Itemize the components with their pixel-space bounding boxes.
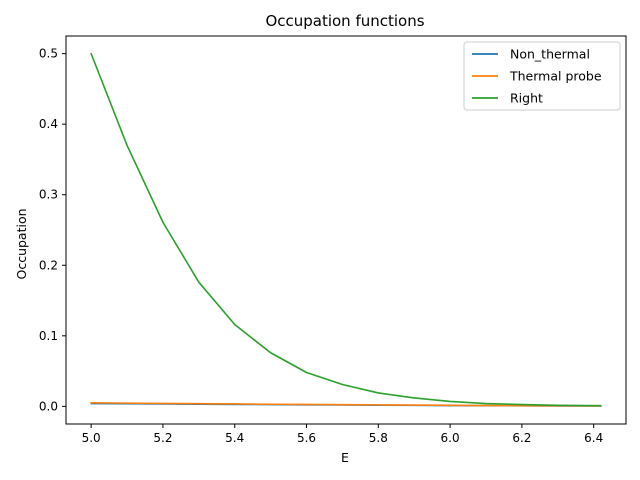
x-tick-label: 6.2 <box>512 431 531 445</box>
x-tick-label: 6.4 <box>584 431 603 445</box>
x-tick-label: 5.8 <box>369 431 388 445</box>
y-tick-label: 0.5 <box>39 47 58 61</box>
series-line-1 <box>90 402 602 407</box>
legend-label-1: Thermal probe <box>509 69 602 84</box>
plot-frame <box>65 35 627 425</box>
y-tick-label: 0.3 <box>39 188 58 202</box>
x-tick-label: 6.0 <box>441 431 460 445</box>
x-tick-label: 5.6 <box>297 431 316 445</box>
x-tick-label: 5.2 <box>153 431 172 445</box>
y-tick-label: 0.1 <box>39 329 58 343</box>
y-tick-label: 0.2 <box>39 258 58 272</box>
x-tick-label: 5.4 <box>225 431 244 445</box>
series-line-2 <box>90 52 602 407</box>
y-tick-label: 0.0 <box>39 399 58 413</box>
chart-title: Occupation functions <box>265 12 424 30</box>
legend-box <box>463 41 621 111</box>
x-tick-label: 5.0 <box>82 431 101 445</box>
x-axis-label: E <box>341 450 349 465</box>
y-axis-label: Occupation <box>14 208 29 279</box>
legend-label-2: Right <box>510 91 543 106</box>
legend-label-0: Non_thermal <box>510 47 590 62</box>
y-tick-label: 0.4 <box>39 117 58 131</box>
